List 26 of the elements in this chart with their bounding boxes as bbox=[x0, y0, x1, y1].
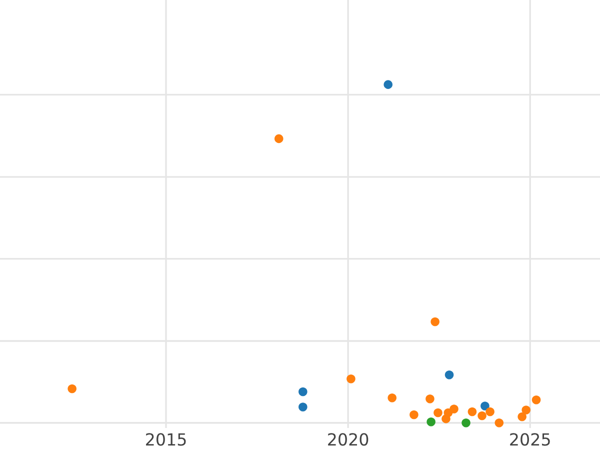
point bbox=[434, 408, 442, 418]
point bbox=[522, 406, 530, 414]
point bbox=[518, 412, 526, 422]
point bbox=[494, 418, 504, 428]
point bbox=[426, 417, 436, 426]
point bbox=[462, 418, 470, 428]
point bbox=[480, 402, 490, 410]
point bbox=[298, 402, 308, 412]
point bbox=[532, 395, 541, 404]
point bbox=[426, 394, 434, 404]
point bbox=[68, 384, 76, 394]
point bbox=[298, 387, 308, 396]
point bbox=[486, 407, 494, 416]
x-tick-label: 2025 bbox=[510, 433, 550, 446]
point bbox=[444, 370, 454, 380]
point bbox=[388, 393, 397, 402]
x-tick-label: 2020 bbox=[328, 433, 368, 446]
point bbox=[384, 80, 392, 89]
point bbox=[450, 404, 458, 414]
point bbox=[274, 134, 284, 144]
point bbox=[468, 407, 477, 416]
point bbox=[478, 411, 486, 420]
point bbox=[410, 410, 418, 420]
point bbox=[346, 374, 356, 384]
point bbox=[430, 317, 440, 326]
x-tick-label: 2015 bbox=[146, 433, 186, 446]
